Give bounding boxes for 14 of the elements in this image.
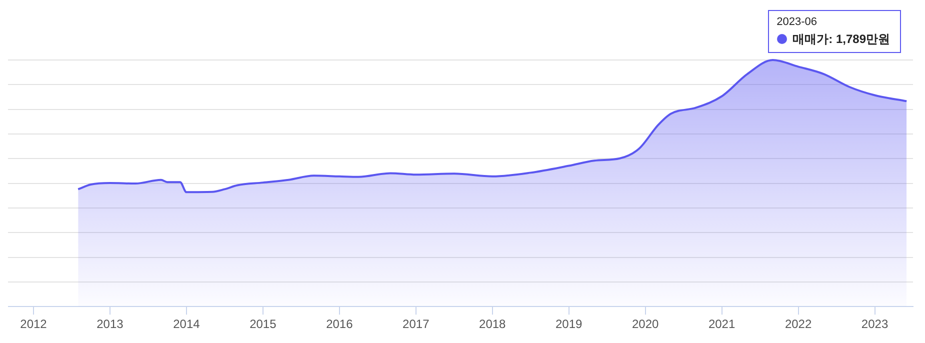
x-tick-label: 2023 [861,317,888,332]
x-tick-label: 2021 [708,317,736,332]
x-tick-label: 2022 [784,317,812,332]
x-tick-label: 2013 [96,317,124,332]
x-tick-label: 2020 [632,317,659,332]
x-tick-label: 2014 [173,317,200,332]
text: 매매가: 1,789만원 [792,31,890,48]
x-tick-label: 2018 [479,317,506,332]
x-tick-label: 2012 [20,317,48,332]
x-tick-label: 2015 [250,317,277,332]
x-tick-label: 2019 [555,317,583,332]
x-tick-label: 2016 [326,317,354,332]
text: 2023-06 [776,15,818,30]
x-tick-label: 2017 [402,317,430,332]
